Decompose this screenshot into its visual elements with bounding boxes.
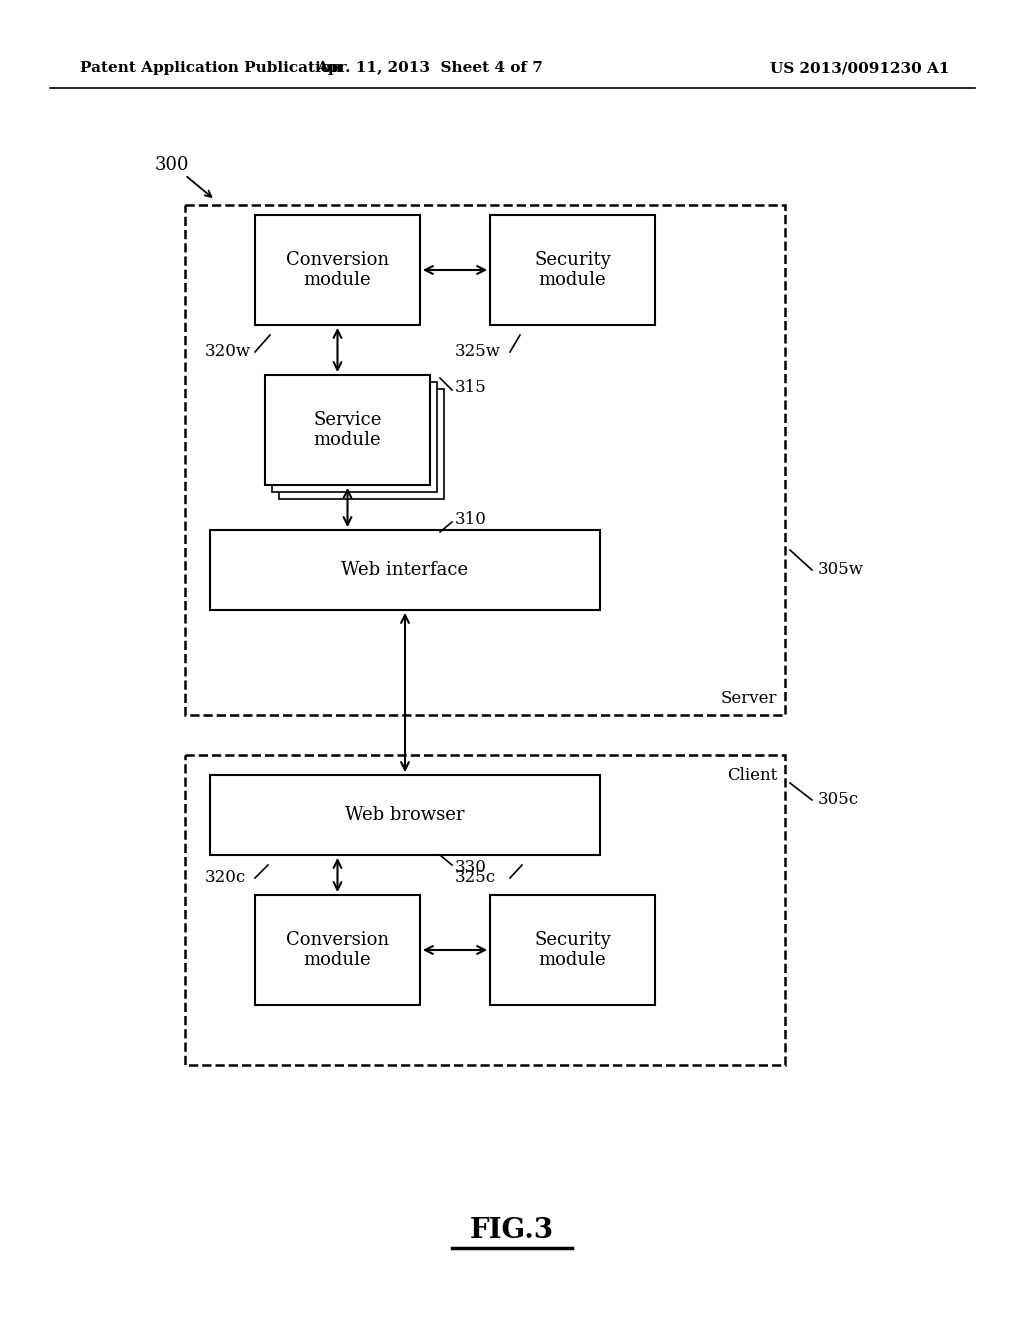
Text: Security
module: Security module <box>535 251 611 289</box>
Bar <box>210 531 600 610</box>
Bar <box>490 895 655 1005</box>
Text: 330: 330 <box>455 859 486 876</box>
Bar <box>255 215 420 325</box>
Bar <box>185 205 785 715</box>
Bar <box>265 375 430 484</box>
Text: Apr. 11, 2013  Sheet 4 of 7: Apr. 11, 2013 Sheet 4 of 7 <box>316 61 544 75</box>
Text: Patent Application Publication: Patent Application Publication <box>80 61 342 75</box>
Bar <box>272 381 437 492</box>
Bar <box>255 895 420 1005</box>
Text: 310: 310 <box>455 511 486 528</box>
Text: 300: 300 <box>155 156 189 174</box>
Text: 325w: 325w <box>455 343 501 360</box>
Text: 320c: 320c <box>205 870 246 887</box>
Text: Security
module: Security module <box>535 931 611 969</box>
Text: 305c: 305c <box>818 792 859 808</box>
Bar <box>185 755 785 1065</box>
Text: Conversion
module: Conversion module <box>286 931 389 969</box>
Text: 305w: 305w <box>818 561 864 578</box>
Text: Server: Server <box>721 690 777 708</box>
Text: Web browser: Web browser <box>345 807 465 824</box>
Text: Web interface: Web interface <box>341 561 469 579</box>
Text: US 2013/0091230 A1: US 2013/0091230 A1 <box>770 61 950 75</box>
Bar <box>210 775 600 855</box>
Text: Conversion
module: Conversion module <box>286 251 389 289</box>
Bar <box>279 389 444 499</box>
Text: 325c: 325c <box>455 870 496 887</box>
Text: Client: Client <box>727 767 777 784</box>
Text: 320w: 320w <box>205 343 251 360</box>
Text: FIG.3: FIG.3 <box>470 1217 554 1243</box>
Text: 315: 315 <box>455 380 486 396</box>
Bar <box>490 215 655 325</box>
Text: Service
module: Service module <box>313 411 382 449</box>
